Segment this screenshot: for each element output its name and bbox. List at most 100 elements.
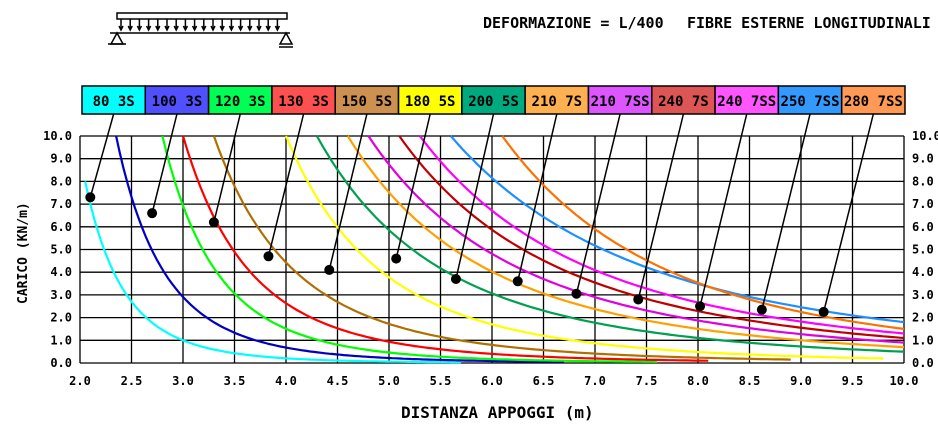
x-tick-label-0: 2.0 xyxy=(69,374,91,388)
marker-point-2 xyxy=(208,217,219,228)
leader-line-5 xyxy=(395,113,431,259)
legend-label-0: 80 3S xyxy=(93,94,135,110)
load-arrow-head xyxy=(118,25,124,32)
leader-line-12 xyxy=(822,113,875,313)
series-line-5 xyxy=(284,135,884,360)
load-arrow-head xyxy=(173,25,179,32)
load-arrow-head xyxy=(155,25,161,32)
load-arrow-head xyxy=(182,25,189,32)
series-line-0 xyxy=(84,181,462,364)
y-tick-label-right-5: 5.0 xyxy=(912,243,934,257)
leader-line-0 xyxy=(89,113,115,198)
marker-point-12 xyxy=(818,306,829,317)
y-tick-label-right-9: 9.0 xyxy=(912,152,934,166)
marker-point-3 xyxy=(263,251,274,262)
legend-label-12: 280 7SS xyxy=(844,94,903,110)
load-arrow-head xyxy=(164,25,170,32)
marker-point-5 xyxy=(391,253,402,264)
leader-line-10 xyxy=(699,113,748,307)
series-line-3 xyxy=(181,135,709,362)
legend-label-2: 120 3S xyxy=(215,94,266,110)
x-tick-label-9: 6.5 xyxy=(533,374,555,388)
x-tick-label-3: 3.5 xyxy=(224,374,246,388)
y-tick-label-right-7: 7.0 xyxy=(912,197,934,211)
legend-label-5: 180 5S xyxy=(405,94,456,110)
series-line-1 xyxy=(115,135,565,363)
load-arrow-head xyxy=(145,25,152,32)
curves xyxy=(84,135,905,364)
x-tick-label-6: 5.0 xyxy=(378,374,400,388)
leader-line-11 xyxy=(761,113,811,310)
marker-point-10 xyxy=(695,301,706,312)
legend-label-8: 210 7SS xyxy=(591,94,650,110)
y-tick-label-right-4: 4.0 xyxy=(912,265,934,279)
y-tick-label-left-4: 4.0 xyxy=(50,265,72,279)
x-tick-label-11: 7.5 xyxy=(636,374,658,388)
marker-point-9 xyxy=(633,294,644,305)
y-tick-label-right-6: 6.0 xyxy=(912,220,934,234)
series-line-7 xyxy=(346,135,905,349)
leader-line-2 xyxy=(213,113,241,223)
legend-swatch-7 xyxy=(524,85,590,115)
y-tick-label-right-1: 1.0 xyxy=(912,333,934,347)
x-tick-label-16: 10.0 xyxy=(890,374,919,388)
load-arrow-head xyxy=(201,25,207,32)
load-arrow-head xyxy=(228,25,235,32)
y-tick-label-left-7: 7.0 xyxy=(50,197,72,211)
leader-line-7 xyxy=(517,113,558,282)
legend-swatch-6 xyxy=(461,85,526,115)
legend-label-6: 200 5S xyxy=(468,94,519,110)
leader-line-9 xyxy=(637,113,685,300)
y-tick-label-right-2: 2.0 xyxy=(912,311,934,325)
y-tick-label-left-6: 6.0 xyxy=(50,220,72,234)
x-tick-label-8: 6.0 xyxy=(481,374,503,388)
legend-swatch-2 xyxy=(207,85,273,115)
y-tick-label-left-8: 8.0 xyxy=(50,174,72,188)
y-tick-label-left-5: 5.0 xyxy=(50,243,72,257)
leader-line-8 xyxy=(575,113,621,294)
legend-label-10: 240 7SS xyxy=(717,94,776,110)
series-line-12 xyxy=(501,135,905,330)
load-arrow-head xyxy=(136,25,143,32)
y-tick-label-right-0: 0.0 xyxy=(912,356,934,370)
load-arrow-head xyxy=(127,25,133,32)
fibers-label: FIBRE ESTERNE LONGITUDINALI xyxy=(687,14,931,32)
y-tick-label-left-2: 2.0 xyxy=(50,311,72,325)
legend-label-9: 240 7S xyxy=(658,94,709,110)
load-arrow-head xyxy=(219,25,225,32)
legend: 80 3S 100 3S 120 3S 130 3S 150 5S 180 5S 200 5… xyxy=(81,85,906,115)
x-tick-label-10: 7.0 xyxy=(584,374,606,388)
legend-label-3: 130 3S xyxy=(278,94,329,110)
leader-line-4 xyxy=(328,113,368,271)
y-tick-label-left-10: 10.0 xyxy=(43,129,72,143)
series-line-4 xyxy=(212,135,791,361)
legend-swatch-12 xyxy=(840,85,906,115)
y-tick-label-left-3: 3.0 xyxy=(50,288,72,302)
x-tick-label-4: 4.0 xyxy=(275,374,297,388)
y-tick-label-left-1: 1.0 xyxy=(50,333,72,347)
series-line-8 xyxy=(367,135,905,344)
x-tick-label-2: 3.0 xyxy=(172,374,194,388)
x-tick-label-14: 9.0 xyxy=(790,374,812,388)
load-arrow-head xyxy=(210,25,216,32)
series-line-6 xyxy=(315,135,905,353)
series-line-9 xyxy=(398,135,905,340)
load-arrow-head xyxy=(237,25,244,32)
x-tick-label-13: 8.5 xyxy=(739,374,761,388)
load-arrow-head xyxy=(265,25,271,32)
legend-swatch-4 xyxy=(334,85,400,115)
y-tick-label-right-3: 3.0 xyxy=(912,288,934,302)
marker-point-11 xyxy=(756,304,767,315)
legend-label-1: 100 3S xyxy=(152,94,203,110)
load-arrow-head xyxy=(191,25,198,32)
y-tick-label-right-10: 10.0 xyxy=(912,129,938,143)
x-tick-label-15: 9.5 xyxy=(842,374,864,388)
load-arrow-head xyxy=(247,25,253,32)
leader-line-6 xyxy=(455,113,495,280)
marker-point-4 xyxy=(324,264,335,275)
marker-point-0 xyxy=(85,192,96,203)
legend-swatch-10 xyxy=(714,85,780,115)
beam-load-icon xyxy=(108,12,294,48)
grid xyxy=(79,135,905,364)
